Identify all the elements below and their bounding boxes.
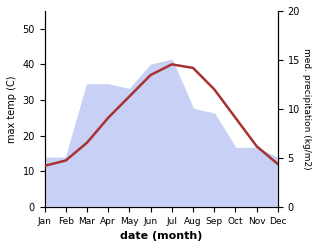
Y-axis label: med. precipitation (kg/m2): med. precipitation (kg/m2) <box>302 48 311 170</box>
X-axis label: date (month): date (month) <box>120 231 203 241</box>
Y-axis label: max temp (C): max temp (C) <box>7 75 17 143</box>
